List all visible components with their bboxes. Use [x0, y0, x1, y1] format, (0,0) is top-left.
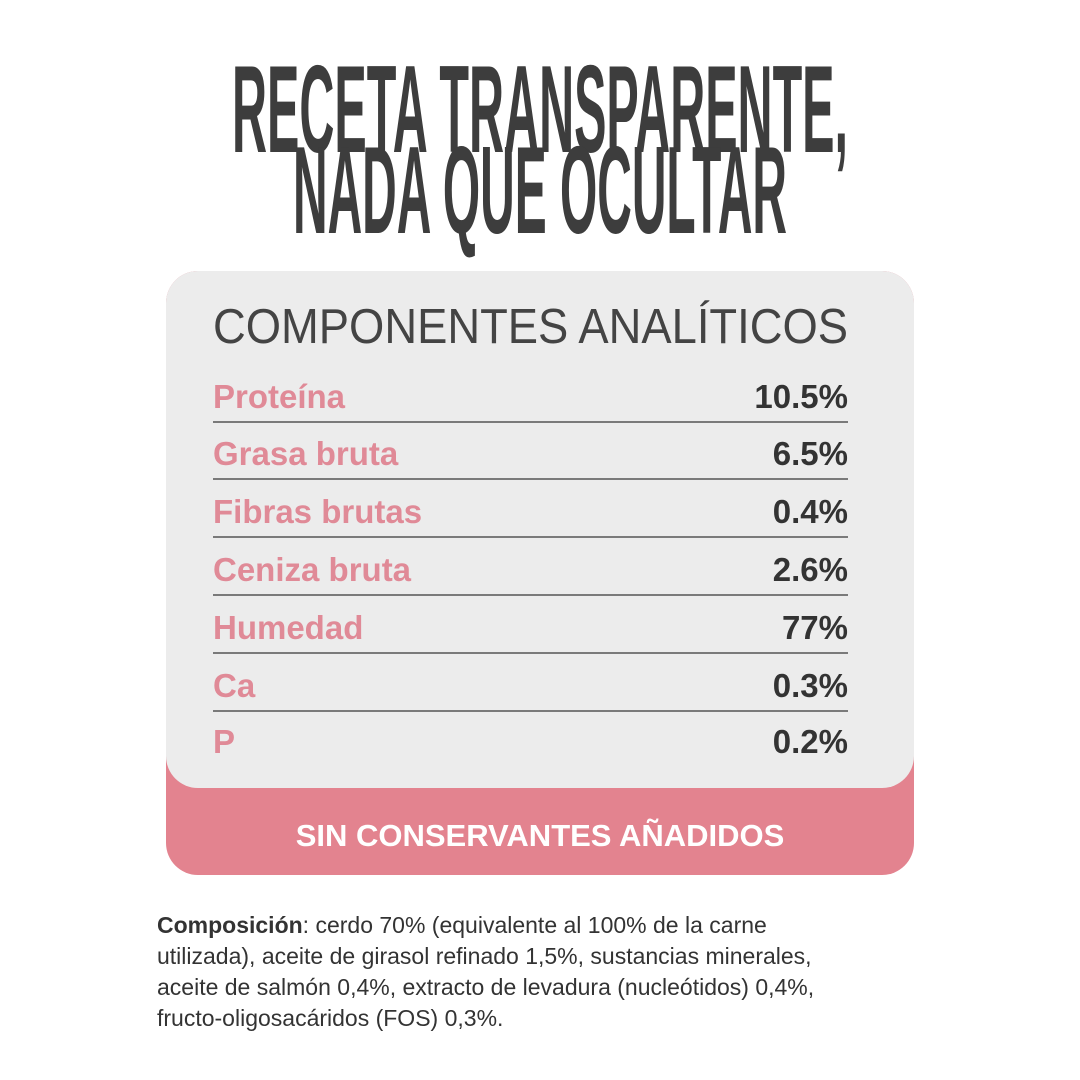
- rows: Proteína 10.5% Grasa bruta 6.5% Fibras bruta…: [213, 378, 848, 760]
- row-value: 2.6%: [773, 551, 848, 588]
- composition-text: fructo-oligosacáridos (FOS) 0,3%.: [157, 1005, 503, 1031]
- row-label: Ca: [213, 667, 256, 704]
- composition-text: utilizada), aceite de girasol refinado 1…: [157, 943, 812, 969]
- row-label: Proteína: [213, 378, 346, 415]
- composition-line: Composición: cerdo 70% (equivalente al 1…: [157, 912, 767, 938]
- row-label: Ceniza bruta: [213, 551, 412, 588]
- row-value: 77%: [782, 609, 848, 646]
- composition-line: utilizada), aceite de girasol refinado 1…: [157, 943, 812, 969]
- composition-text: : cerdo 70% (equivalente al 100% de la c…: [303, 912, 767, 938]
- composition-line: aceite de salmón 0,4%, extracto de levad…: [157, 974, 814, 1000]
- row-label: Humedad: [213, 609, 363, 646]
- row-label: P: [213, 723, 235, 760]
- composition-line: fructo-oligosacáridos (FOS) 0,3%.: [157, 1005, 503, 1031]
- title-line: NADA QUE OCULTAR: [293, 122, 787, 260]
- row-value: 0.4%: [773, 493, 848, 530]
- row-value: 6.5%: [773, 435, 848, 472]
- row-label: Fibras brutas: [213, 493, 422, 530]
- composition: Composición: cerdo 70% (equivalente al 1…: [157, 912, 814, 1031]
- row-label: Grasa bruta: [213, 435, 399, 472]
- composition-label: Composición: [157, 912, 303, 938]
- composition-text: aceite de salmón 0,4%, extracto de levad…: [157, 974, 814, 1000]
- table-heading: COMPONENTES ANALÍTICOS: [213, 300, 848, 354]
- banner: SIN CONSERVANTES AÑADIDOS: [296, 818, 785, 853]
- card: [166, 271, 914, 788]
- row-value: 10.5%: [754, 378, 848, 415]
- row-value: 0.3%: [773, 667, 848, 704]
- row-value: 0.2%: [773, 723, 848, 760]
- title-line: RECETA TRANSPARENTE,: [232, 41, 848, 179]
